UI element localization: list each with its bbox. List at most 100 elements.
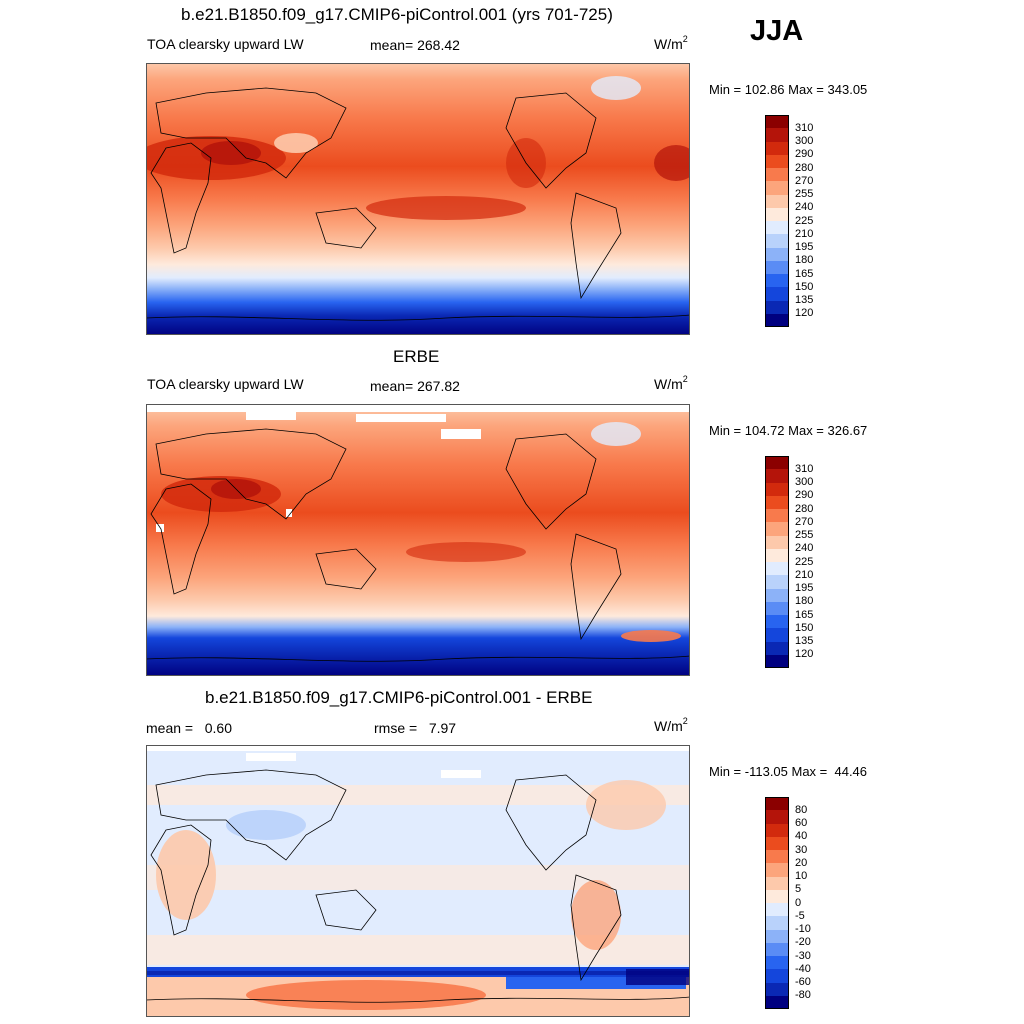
- colorbar-swatch: [765, 876, 789, 890]
- colorbar-swatch: [765, 168, 789, 182]
- colorbar-tick-label: 20: [795, 856, 808, 869]
- colorbar-swatch: [765, 615, 789, 629]
- colorbar-tick-label: 210: [795, 568, 814, 581]
- colorbar-swatch: [765, 469, 789, 483]
- colorbar-tick-label: 180: [795, 595, 814, 608]
- colorbar-tick-label: 30: [795, 843, 808, 856]
- colorbar-tick-label: -5: [795, 909, 805, 922]
- colorbar-swatch: [765, 548, 789, 562]
- colorbar-tick-label: -30: [795, 949, 811, 962]
- colorbar-tick-label: 0: [795, 896, 802, 909]
- colorbar-swatch: [765, 588, 789, 602]
- colorbar-swatch: [765, 456, 789, 470]
- colorbar-tick-label: -60: [795, 976, 811, 988]
- colorbar-swatch: [765, 141, 789, 155]
- colorbar-swatch: [765, 810, 789, 824]
- colorbar-tick-label: 240: [795, 201, 814, 214]
- colorbar-swatch: [765, 995, 789, 1009]
- season-label: JJA: [750, 15, 804, 47]
- panel-diff-mean-label: mean = 0.60: [146, 720, 233, 736]
- colorbar-tick-label: 80: [795, 803, 808, 816]
- colorbar-swatch: [765, 982, 789, 996]
- colorbar-swatch: [765, 274, 789, 288]
- colorbar-tick-label: 195: [795, 241, 814, 253]
- colorbar-tick-label: 240: [795, 542, 814, 555]
- colorbar-tick-label: 135: [795, 635, 814, 647]
- colorbar-tick-label: 180: [795, 254, 814, 267]
- colorbar-tick-label: 225: [795, 214, 814, 227]
- colorbar-swatch: [765, 628, 789, 642]
- colorbar-swatch: [765, 889, 789, 903]
- colorbar-swatch: [765, 207, 789, 221]
- colorbar-swatch: [765, 969, 789, 983]
- colorbar-swatch: [765, 850, 789, 864]
- panel-obs-minmax: Min = 104.72 Max = 326.67: [709, 423, 868, 438]
- colorbar-tick-label: 150: [795, 621, 814, 634]
- colorbar-tick-label: 310: [795, 462, 814, 475]
- colorbar-swatch: [765, 115, 789, 129]
- colorbar-swatch: [765, 247, 789, 261]
- colorbar-swatch: [765, 916, 789, 930]
- colorbar-tick-label: 225: [795, 555, 814, 568]
- colorbar-swatch: [765, 154, 789, 168]
- colorbar-tick-label: 255: [795, 529, 814, 541]
- colorbar-swatch: [765, 522, 789, 536]
- colorbar-swatch: [765, 903, 789, 917]
- colorbar-tick-label: -40: [795, 962, 811, 975]
- colorbar-tick-label: 195: [795, 582, 814, 594]
- panel-diff-minmax: Min = -113.05 Max = 44.46: [709, 764, 868, 779]
- colorbar-tick-label: 150: [795, 280, 814, 293]
- colorbar-tick-label: 310: [795, 121, 814, 134]
- colorbar-swatch: [765, 300, 789, 314]
- colorbar-swatch: [765, 956, 789, 970]
- colorbar-tick-label: 60: [795, 817, 808, 829]
- panel-model-mean-label: mean= 268.42: [370, 37, 460, 53]
- colorbar-tick-label: 255: [795, 188, 814, 200]
- panel-diff-map: [146, 745, 690, 1017]
- panel-model-unit: W/m2: [654, 34, 688, 52]
- colorbar-swatch: [765, 863, 789, 877]
- colorbar-tick-label: -80: [795, 989, 811, 1002]
- colorbar-tick-label: 210: [795, 227, 814, 240]
- colorbar-tick-label: 5: [795, 883, 802, 896]
- colorbar-swatch: [765, 287, 789, 301]
- colorbar-tick-label: 290: [795, 489, 814, 502]
- panel-diff-rmse-label: rmse = 7.97: [374, 720, 457, 736]
- panel-obs-mean-label: mean= 267.82: [370, 378, 460, 394]
- colorbar-tick-label: 290: [795, 148, 814, 161]
- colorbar-swatch: [765, 641, 789, 655]
- colorbar-tick-label: 165: [795, 608, 814, 621]
- colorbar-swatch: [765, 181, 789, 195]
- colorbar-swatch: [765, 601, 789, 615]
- colorbar-swatch: [765, 942, 789, 956]
- colorbar-tick-label: 280: [795, 502, 814, 515]
- colorbar-swatch: [765, 260, 789, 274]
- colorbar-swatch: [765, 194, 789, 208]
- colorbar-tick-label: 120: [795, 307, 814, 320]
- panel-obs-unit: W/m2: [654, 374, 688, 392]
- colorbar-swatch: [765, 562, 789, 576]
- panel-obs-variable-label: TOA clearsky upward LW: [147, 376, 304, 392]
- colorbar-tick-label: 135: [795, 294, 814, 306]
- colorbar-swatch: [765, 509, 789, 523]
- colorbar-tick-label: 270: [795, 515, 814, 528]
- panel-model-minmax: Min = 102.86 Max = 343.05: [709, 82, 868, 97]
- colorbar-swatch: [765, 221, 789, 235]
- colorbar-swatch: [765, 535, 789, 549]
- colorbar-tick-label: -20: [795, 936, 811, 949]
- colorbar-tick-label: 300: [795, 135, 814, 147]
- colorbar-tick-label: 120: [795, 648, 814, 661]
- panel-model-variable-label: TOA clearsky upward LW: [147, 36, 304, 52]
- panel-obs-map: [146, 404, 690, 676]
- colorbar-swatch: [765, 823, 789, 837]
- panel-model-title: b.e21.B1850.f09_g17.CMIP6-piControl.001 …: [181, 5, 613, 24]
- panel-obs-title: ERBE: [393, 347, 440, 366]
- colorbar-tick-label: -10: [795, 923, 811, 935]
- colorbar-swatch: [765, 313, 789, 327]
- colorbar-tick-label: 270: [795, 174, 814, 187]
- colorbar-tick-label: 10: [795, 870, 808, 882]
- colorbar-swatch: [765, 836, 789, 850]
- colorbar-tick-label: 165: [795, 267, 814, 280]
- colorbar-tick-label: 280: [795, 161, 814, 174]
- colorbar-swatch: [765, 482, 789, 496]
